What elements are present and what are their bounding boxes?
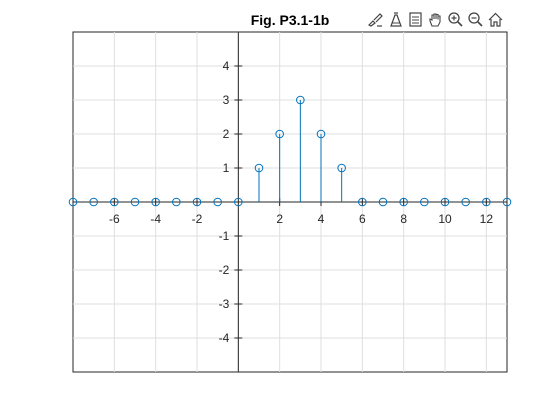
brush-icon — [367, 12, 383, 27]
y-tick-label: -2 — [219, 263, 230, 277]
x-tick-label: 8 — [400, 212, 407, 226]
stem-marker — [378, 197, 388, 207]
y-tick-label: -1 — [219, 229, 230, 243]
stem-marker — [420, 197, 429, 207]
x-tick-label: -2 — [192, 212, 203, 226]
y-tick-label: 3 — [223, 93, 230, 107]
stem-marker — [130, 197, 140, 207]
stem-marker — [316, 129, 326, 139]
stem-marker — [151, 197, 160, 207]
x-tick-label: -4 — [150, 212, 161, 226]
legend-insert-icon — [408, 11, 422, 27]
x-tick-label: 2 — [276, 212, 283, 226]
x-tick-label: 6 — [359, 212, 366, 226]
data-cursor-button[interactable] — [386, 9, 404, 29]
data-cursor-icon — [389, 11, 402, 27]
x-tick-label: -6 — [109, 212, 120, 226]
stem-marker — [461, 197, 470, 207]
stem-series — [68, 95, 512, 207]
zoom-in-button[interactable] — [446, 9, 464, 29]
y-tick-label: 1 — [223, 161, 230, 175]
legend-insert-button[interactable] — [406, 9, 424, 29]
brush-button[interactable] — [366, 9, 384, 29]
zoom-in-icon — [447, 11, 463, 27]
x-tick-label: 12 — [480, 212, 494, 226]
stem-marker — [192, 197, 202, 207]
stem-marker — [502, 197, 512, 207]
stem-marker — [358, 197, 367, 207]
zoom-out-icon — [467, 11, 483, 27]
restore-view-button[interactable] — [486, 9, 504, 29]
pan-button[interactable] — [426, 9, 444, 29]
stem-marker — [110, 197, 119, 207]
stem-marker — [254, 163, 264, 173]
stem-marker — [89, 197, 98, 207]
pan-hand-icon — [428, 12, 441, 27]
home-icon — [488, 12, 502, 27]
zoom-out-button[interactable] — [466, 9, 484, 29]
x-tick-label: 4 — [318, 212, 325, 226]
y-tick-label: 2 — [223, 127, 230, 141]
axes-toolbar — [366, 8, 504, 30]
stem-marker — [172, 197, 181, 207]
stem-marker — [213, 197, 222, 207]
stem-marker — [234, 197, 243, 207]
y-tick-label: -4 — [219, 331, 230, 345]
stem-marker — [440, 197, 450, 207]
stem-marker — [296, 95, 305, 105]
x-tick-label: 10 — [438, 212, 452, 226]
y-tick-label: -3 — [219, 297, 230, 311]
stem-marker — [399, 197, 408, 207]
y-tick-label: 4 — [223, 59, 230, 73]
stem-marker — [68, 197, 78, 207]
stem-marker — [337, 163, 346, 173]
stem-marker — [275, 129, 284, 139]
stem-marker — [482, 197, 491, 207]
chart-title: Fig. P3.1-1b — [251, 12, 330, 28]
